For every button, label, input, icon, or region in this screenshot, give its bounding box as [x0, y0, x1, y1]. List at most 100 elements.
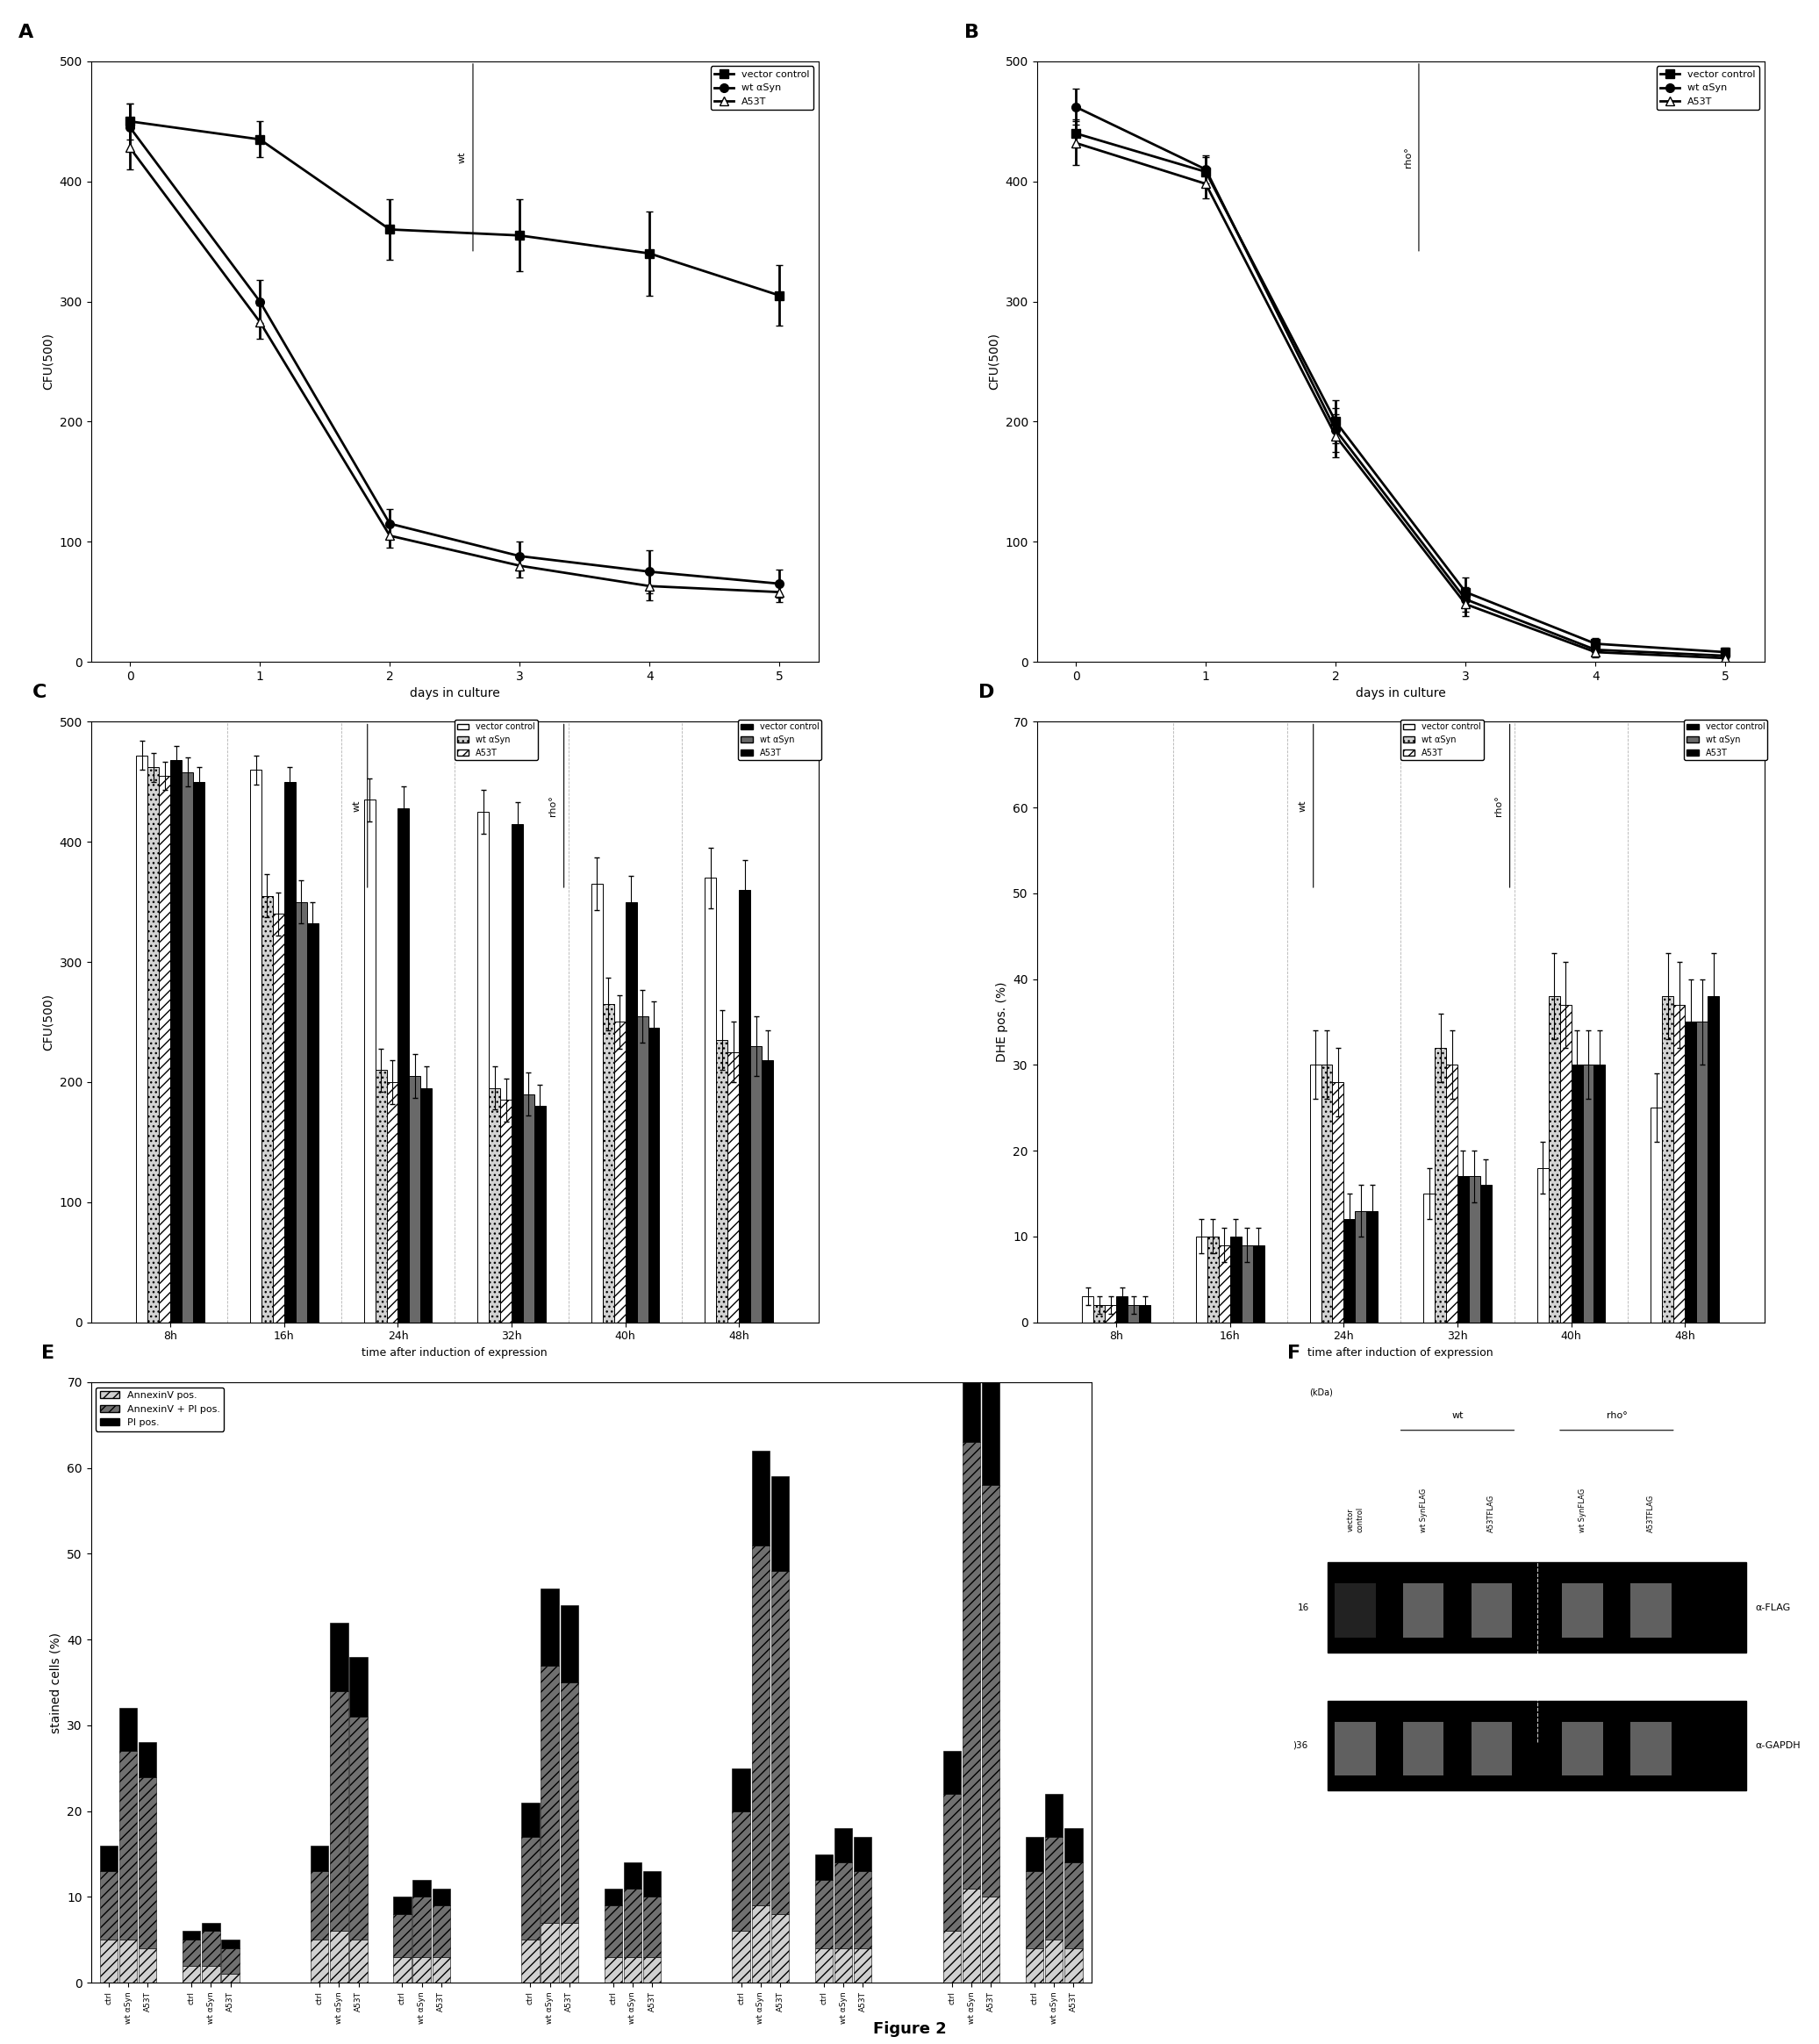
Bar — [1139, 1304, 1150, 1322]
X-axis label: days in culture: days in culture — [409, 687, 500, 699]
Bar — [477, 811, 489, 1322]
Bar — [717, 1040, 728, 1322]
Bar — [120, 1940, 136, 1983]
Bar — [138, 1776, 156, 1948]
Bar — [311, 1870, 329, 1940]
Bar — [962, 1889, 980, 1983]
Bar — [853, 1870, 871, 1948]
Text: wt: wt — [458, 151, 466, 164]
Bar — [1253, 1245, 1264, 1322]
Text: wt SynFLAG: wt SynFLAG — [1579, 1488, 1586, 1533]
Text: )36: )36 — [1291, 1741, 1308, 1750]
Bar — [160, 777, 171, 1322]
Y-axis label: stained cells (%): stained cells (%) — [49, 1631, 62, 1733]
Bar — [1064, 1827, 1082, 1862]
Bar — [329, 1690, 347, 1932]
Bar — [615, 1022, 626, 1322]
Bar — [815, 1948, 833, 1983]
Bar — [1046, 1838, 1062, 1940]
Bar — [100, 1846, 118, 1870]
Bar — [751, 1545, 769, 1905]
Bar — [386, 1081, 398, 1322]
Bar — [182, 1966, 200, 1983]
Bar — [1470, 1177, 1481, 1322]
Bar — [602, 1004, 615, 1322]
Bar — [835, 1827, 853, 1862]
Y-axis label: DHE pos. (%): DHE pos. (%) — [995, 981, 1008, 1063]
Y-axis label: CFU(500): CFU(500) — [988, 333, 1000, 390]
Text: A53TFLAG: A53TFLAG — [1488, 1494, 1495, 1533]
Bar — [522, 1803, 538, 1838]
Bar — [1630, 1584, 1672, 1637]
Bar — [560, 1682, 578, 1923]
Bar — [815, 1880, 833, 1948]
Bar — [1335, 1721, 1375, 1776]
Bar — [433, 1956, 449, 1983]
Bar — [1332, 1081, 1344, 1322]
Bar — [138, 1741, 156, 1776]
Bar — [413, 1956, 431, 1983]
Bar — [1335, 1584, 1375, 1637]
Bar — [1446, 1065, 1457, 1322]
Bar — [364, 799, 375, 1322]
Bar — [1673, 1006, 1684, 1322]
Legend: vector control, wt αSyn, A53T: vector control, wt αSyn, A53T — [739, 719, 822, 760]
Text: Figure 2: Figure 2 — [873, 2022, 946, 2038]
Bar — [1472, 1721, 1512, 1776]
X-axis label: time after induction of expression: time after induction of expression — [362, 1347, 548, 1359]
Bar — [511, 824, 524, 1322]
Bar — [120, 1752, 136, 1940]
Bar — [1537, 1167, 1548, 1322]
Bar — [329, 1623, 347, 1690]
Bar — [624, 1956, 642, 1983]
Legend: vector control, wt αSyn, A53T: vector control, wt αSyn, A53T — [711, 65, 813, 110]
Text: α-GAPDH: α-GAPDH — [1755, 1741, 1801, 1750]
Bar — [1241, 1245, 1253, 1322]
Bar — [284, 781, 295, 1322]
Bar — [1663, 995, 1673, 1322]
Text: A53TFLAG: A53TFLAG — [1646, 1494, 1655, 1533]
Text: C: C — [33, 685, 47, 701]
Bar — [193, 781, 204, 1322]
Y-axis label: CFU(500): CFU(500) — [42, 333, 55, 390]
Bar — [1328, 1701, 1746, 1791]
Bar — [349, 1717, 367, 1940]
Bar — [1208, 1237, 1219, 1322]
Bar — [413, 1897, 431, 1956]
Bar — [982, 1374, 1000, 1486]
Bar — [522, 1838, 538, 1940]
Bar — [942, 1752, 960, 1795]
Text: B: B — [964, 22, 979, 41]
Bar — [420, 1087, 433, 1322]
Bar — [1593, 1065, 1604, 1322]
Bar — [733, 1932, 749, 1983]
Bar — [295, 901, 307, 1322]
Text: rho°: rho° — [549, 795, 557, 816]
Bar — [307, 924, 318, 1322]
Bar — [535, 1106, 546, 1322]
Bar — [1422, 1194, 1435, 1322]
Bar — [1064, 1862, 1082, 1948]
Bar — [771, 1476, 789, 1572]
Text: rho°: rho° — [1495, 795, 1502, 816]
Text: wt: wt — [353, 799, 360, 811]
Text: wt: wt — [1452, 1410, 1464, 1421]
Bar — [100, 1940, 118, 1983]
Bar — [962, 1322, 980, 1443]
Text: F: F — [1288, 1345, 1301, 1361]
Bar — [1046, 1940, 1062, 1983]
Text: E: E — [40, 1345, 55, 1361]
Bar — [202, 1966, 220, 1983]
Bar — [1583, 1065, 1593, 1322]
Bar — [853, 1838, 871, 1870]
Y-axis label: CFU(500): CFU(500) — [42, 993, 55, 1051]
Bar — [393, 1913, 411, 1956]
Bar — [1026, 1838, 1044, 1870]
Bar — [311, 1940, 329, 1983]
Bar — [982, 1897, 1000, 1983]
Bar — [560, 1605, 578, 1682]
Bar — [222, 1948, 240, 1975]
Bar — [413, 1880, 431, 1897]
Bar — [1082, 1296, 1093, 1322]
Bar — [1630, 1721, 1672, 1776]
